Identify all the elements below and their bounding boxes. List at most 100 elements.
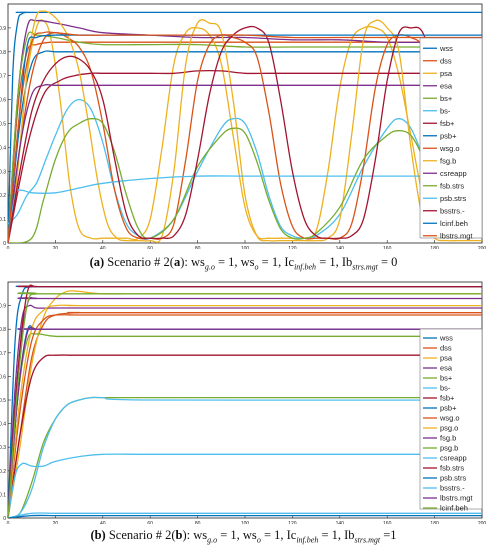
caption-text: = 1, Ic — [260, 528, 297, 542]
caption-text: ): ws — [182, 528, 208, 542]
y-tick-label: 0.2 — [0, 469, 6, 475]
series-line-psb.strs — [8, 175, 482, 243]
series-line-fsb+ — [8, 69, 482, 243]
legend-label: psa — [440, 69, 453, 78]
x-tick-label: 180 — [430, 246, 439, 249]
y-tick-label: 0.5 — [0, 398, 6, 404]
x-tick-label: 100 — [241, 246, 250, 249]
legend-label: lcinf.beh — [440, 504, 468, 513]
caption-subscript: inf.beh — [296, 535, 319, 545]
y-tick-label: 0.1 — [0, 492, 6, 498]
y-tick-label: 0.4 — [0, 422, 6, 428]
legend-label: psb.strs — [440, 194, 467, 203]
x-tick-label: 80 — [195, 521, 201, 524]
legend-label: fsg.b — [440, 434, 456, 443]
legend-label: bsstrs.- — [440, 206, 465, 215]
legend-label: fsb+ — [440, 394, 455, 403]
legend-label: psg.b — [440, 444, 458, 453]
legend-label: fsb+ — [440, 119, 455, 128]
legend-label: csreapp — [440, 454, 467, 463]
y-tick-label: 0.4 — [0, 145, 6, 151]
legend-box — [419, 37, 483, 239]
y-tick-label: 0.5 — [0, 122, 6, 128]
x-tick-label: 200 — [478, 521, 487, 524]
caption-text: = 1, Ib — [318, 528, 355, 542]
series-line-fsb.strs — [8, 284, 482, 518]
x-tick-label: 60 — [147, 521, 153, 524]
y-tick-label: 0.8 — [0, 50, 6, 56]
series-line-psb.strs — [8, 514, 482, 518]
legend-label: psg.o — [440, 424, 458, 433]
y-tick-label: 0.1 — [0, 217, 6, 223]
x-tick-label: 60 — [147, 246, 153, 249]
series-line-bsstrs.- — [8, 453, 482, 518]
legend-label: bs- — [440, 106, 451, 115]
legend-label: wss — [439, 334, 453, 343]
series-line-bs+ — [8, 31, 482, 243]
caption-label-inner: b — [175, 528, 183, 542]
series-line-psa — [8, 19, 482, 243]
y-tick-label: 0 — [3, 241, 6, 247]
series-line-fsb+ — [8, 354, 482, 518]
x-tick-label: 40 — [100, 246, 106, 249]
x-tick-label: 120 — [288, 521, 297, 524]
y-tick-label: 0.7 — [0, 74, 6, 80]
caption-text: Scenario # 2( — [104, 255, 174, 269]
y-tick-label: 0.9 — [0, 26, 6, 32]
x-tick-label: 0 — [7, 521, 10, 524]
caption-text: Scenario # 2( — [105, 528, 176, 542]
caption-label-inner: a — [173, 255, 181, 269]
legend-label: csreapp — [440, 169, 467, 178]
line-chart-b: 0 0.1 0.2 0.3 0.4 0.5 0.6 0.7 0.8 0.9 0 20 40 60 80 100… — [0, 281, 487, 524]
x-tick-label: 180 — [430, 521, 439, 524]
caption-subscript: inf.beh — [294, 262, 317, 272]
x-tick-label: 40 — [100, 521, 106, 524]
chart-panel-a: 0 0.1 0.2 0.3 0.4 0.5 0.6 0.7 0.8 0.9 0 20 40 60 80 100… — [0, 0, 487, 249]
x-tick-label: 120 — [288, 246, 297, 249]
series-line-wss — [8, 11, 482, 243]
legend-label: psa — [440, 354, 453, 363]
x-tick-label: 140 — [336, 246, 345, 249]
series-line-lcinf.beh — [8, 292, 482, 518]
caption-b: (b) Scenario # 2(b): wsg.o = 1, wso = 1,… — [0, 528, 487, 545]
legend-label: fsb.strs — [440, 464, 464, 473]
y-tick-label: 0 — [3, 516, 6, 522]
series-line-psb+ — [8, 50, 482, 243]
series-line-wsg.o — [8, 314, 482, 518]
legend-label: lbstrs.mgt — [440, 231, 473, 240]
caption-subscript: o — [256, 535, 261, 545]
legend-label: wss — [439, 44, 453, 53]
legend-label: wsg.o — [439, 414, 460, 423]
y-tick-label: 0.6 — [0, 374, 6, 380]
caption-text: = 0 — [377, 255, 398, 269]
legend-label: psb+ — [440, 404, 457, 413]
series-line-lbstrs.mgt — [8, 31, 482, 243]
y-tick-label: 0.3 — [0, 169, 6, 175]
x-tick-label: 100 — [241, 521, 250, 524]
series-line-bs- — [8, 98, 482, 240]
legend-label: dss — [440, 56, 452, 65]
x-tick-label: 20 — [53, 246, 59, 249]
legend-label: bsstrs.- — [440, 484, 465, 493]
caption-subscript: strs.mgt — [352, 262, 378, 272]
y-tick-label: 0.2 — [0, 193, 6, 199]
legend-label: bs+ — [440, 94, 453, 103]
caption-label: (a) — [89, 255, 105, 269]
y-tick-label: 0.9 — [0, 304, 6, 310]
legend-label: fsg.b — [440, 156, 456, 165]
series-line-csreapp — [8, 396, 482, 518]
series-group — [8, 10, 482, 243]
legend-label: fsb.strs — [440, 181, 464, 190]
legend-label: bs- — [440, 384, 451, 393]
y-tick-label: 0.8 — [0, 327, 6, 333]
series-line-csreapp — [8, 83, 482, 243]
series-group — [8, 284, 482, 518]
x-tick-label: 20 — [53, 521, 59, 524]
series-line-fsb.strs — [8, 118, 482, 243]
series-line-esa — [8, 304, 482, 518]
caption-text: =1 — [380, 528, 397, 542]
x-tick-label: 140 — [336, 521, 345, 524]
caption-text: = 1, Ic — [258, 255, 295, 269]
caption-text: = 1, ws — [217, 528, 257, 542]
x-tick-label: 160 — [383, 246, 392, 249]
